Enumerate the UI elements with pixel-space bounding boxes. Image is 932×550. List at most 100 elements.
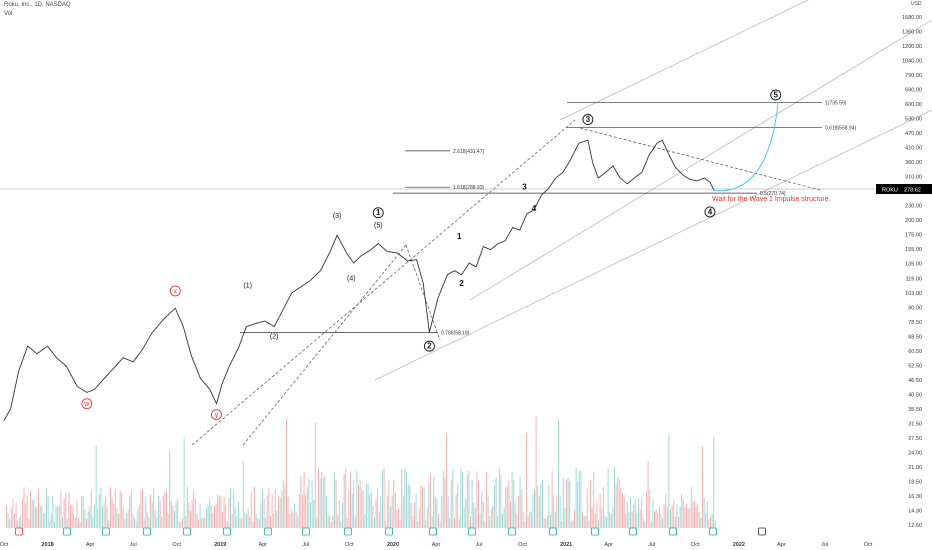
volume-bar	[668, 433, 670, 528]
volume-bar	[118, 513, 119, 528]
volume-bar	[39, 504, 41, 528]
time-tick-label: Apr	[604, 542, 613, 548]
volume-bar	[207, 505, 209, 528]
volume-bar	[550, 514, 551, 528]
volume-bar	[97, 507, 99, 528]
volume-bar	[58, 505, 60, 528]
volume-bar	[711, 514, 713, 528]
volume-bar	[662, 518, 663, 528]
volume-bar	[642, 518, 644, 528]
last-price-tag	[876, 184, 932, 194]
volume-bar	[129, 496, 131, 528]
volume-bar	[542, 479, 543, 528]
volume-bar	[185, 516, 187, 528]
projection-curve	[714, 102, 779, 192]
volume-bar	[242, 461, 244, 528]
volume-bar	[215, 504, 217, 528]
volume-bar	[633, 504, 635, 528]
volume-bar	[554, 511, 556, 528]
volume-bar	[119, 490, 121, 528]
volume-bar	[583, 516, 585, 528]
price-tick-label: 1200.00	[902, 44, 922, 50]
volume-bar	[706, 501, 708, 528]
volume-bar	[458, 519, 460, 528]
volume-bar	[546, 516, 548, 528]
volume-bar	[270, 515, 271, 528]
price-tick-label: 21.00	[908, 465, 922, 471]
price-tick-label: 46.50	[908, 378, 922, 384]
volume-bar	[630, 497, 631, 528]
fib-level-label: 0.618(558.94)	[825, 125, 856, 131]
volume-bar	[342, 502, 343, 528]
volume-bar	[468, 470, 470, 528]
volume-bar	[198, 520, 199, 528]
volume-bar	[497, 516, 499, 528]
volume-bar	[233, 490, 235, 528]
volume-bar	[122, 507, 124, 528]
wave-label: 3	[586, 115, 591, 124]
volume-bar	[239, 518, 241, 528]
volume-bar	[375, 499, 377, 528]
volume-bar	[329, 514, 331, 528]
volume-bar	[140, 491, 142, 528]
earnings-marker	[143, 527, 151, 536]
volume-bar	[351, 494, 353, 528]
volume-bar	[284, 484, 286, 528]
volume-bar	[674, 516, 676, 528]
volume-bar	[682, 499, 684, 528]
volume-bar	[370, 490, 372, 528]
volume-bar	[334, 472, 335, 528]
price-tick-label: 135.00	[905, 262, 922, 268]
volume-bar	[319, 478, 321, 528]
volume-bar	[87, 511, 89, 528]
volume-bar	[660, 514, 662, 528]
volume-bar	[273, 513, 275, 528]
volume-bar	[162, 495, 164, 528]
volume-bar	[561, 521, 563, 528]
volume-bar	[439, 521, 441, 528]
volume-bar	[33, 499, 35, 528]
volume-bar	[183, 438, 185, 528]
price-tick-label: 14.30	[908, 508, 922, 514]
wave-label-circle	[582, 114, 594, 125]
volume-bar	[302, 494, 303, 528]
volume-bar	[535, 416, 537, 528]
volume-bar	[92, 517, 94, 528]
volume-bar	[10, 507, 12, 528]
volume-bar	[534, 489, 535, 528]
volume-bar	[82, 496, 84, 528]
dashed-connector	[405, 244, 441, 341]
volume-bar	[127, 510, 129, 528]
volume-bar	[252, 521, 254, 528]
volume-bar	[14, 513, 15, 528]
earnings-marker	[302, 527, 310, 536]
volume-bar	[518, 495, 519, 528]
volume-bar	[494, 484, 495, 528]
volume-bar	[132, 514, 134, 528]
time-tick-label: Oct	[172, 542, 181, 548]
volume-bar	[220, 495, 222, 528]
volume-bar	[31, 500, 33, 528]
volume-bar	[154, 510, 156, 528]
volume-bar	[460, 468, 462, 528]
volume-bar	[498, 468, 500, 528]
wave-label: 4	[532, 204, 537, 213]
volume-bar	[615, 483, 617, 528]
volume-bar	[404, 467, 406, 528]
volume-bar	[385, 521, 387, 528]
volume-bar	[214, 505, 215, 528]
volume-bar	[41, 506, 43, 528]
volume-bar	[260, 502, 262, 528]
volume-bar	[713, 437, 715, 528]
volume-bar	[694, 501, 695, 528]
volume-bar	[529, 511, 531, 528]
volume-bar	[338, 500, 340, 528]
earnings-marker	[15, 527, 23, 536]
volume-bar	[63, 498, 65, 528]
volume-bar	[303, 472, 305, 528]
volume-bar	[314, 423, 316, 528]
wave-label: 3	[522, 182, 527, 191]
volume-bar	[502, 514, 503, 528]
price-tick-label: 1360.00	[902, 30, 922, 36]
